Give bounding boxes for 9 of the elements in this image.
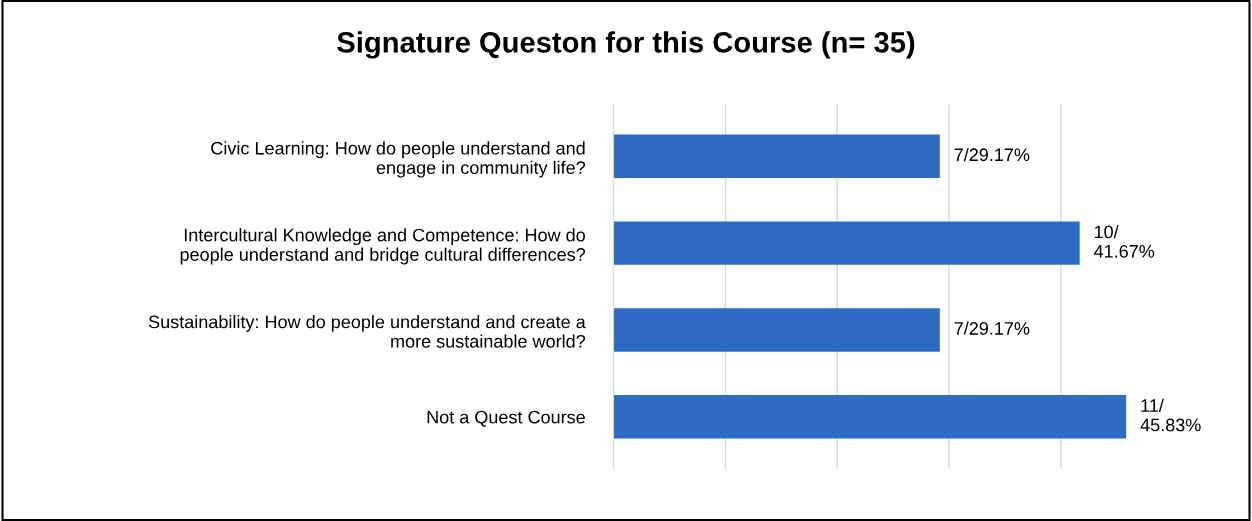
y-tick-label: Sustainability: How do people understand and create a more sustainable world? bbox=[148, 315, 586, 348]
data-label: 11/ 45.83% bbox=[1140, 398, 1201, 432]
data-label: 7/29.17% bbox=[954, 321, 1030, 335]
y-tick-label: Civic Learning: How do people understand and engage in community life? bbox=[211, 141, 586, 178]
chart-title: Signature Queston for this Course (n= 35) bbox=[337, 31, 915, 59]
y-tick-label: Not a Quest Course bbox=[427, 410, 585, 427]
data-label: 10/ 41.67% bbox=[1093, 224, 1155, 258]
data-label: 7/29.17% bbox=[954, 147, 1030, 162]
y-tick-label: Intercultural Knowledge and Competence: How do people understand and bridge cultural differences? bbox=[180, 228, 586, 265]
